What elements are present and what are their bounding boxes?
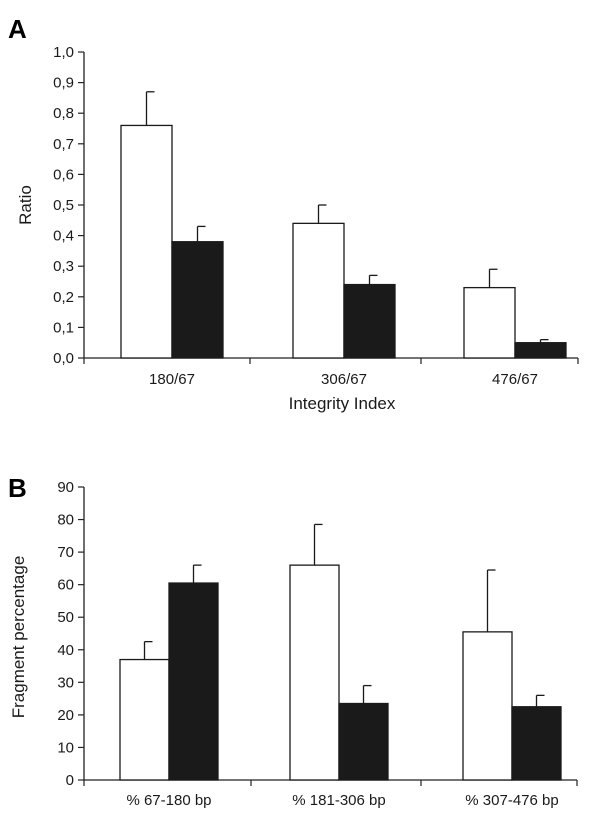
panel-b-y-tick-label: 10 xyxy=(57,739,74,756)
panel-a-y-tick-label: 0,0 xyxy=(53,350,74,367)
panel-a-bar xyxy=(514,342,567,359)
panel-b-letter: B xyxy=(8,473,27,503)
panel-a-y-axis-title: Ratio xyxy=(16,185,35,225)
panel-b-y-tick-label: 0 xyxy=(66,772,74,789)
panel-a-y-tick-label: 1,0 xyxy=(53,44,74,61)
panel-b-bar xyxy=(289,564,340,781)
panel-b-y-tick-label: 50 xyxy=(57,609,74,626)
panel-a-x-tick-label: 306/67 xyxy=(321,371,367,388)
panel-a-y-tick-label: 0,5 xyxy=(53,197,74,214)
panel-a-bar xyxy=(292,222,345,359)
panel-a-y-tick-label: 0,6 xyxy=(53,166,74,183)
panel-a-y-tick-label: 0,8 xyxy=(53,105,74,122)
panel-b-y-tick-label: 60 xyxy=(57,577,74,594)
panel-a-y-tick-label: 0,1 xyxy=(53,319,74,336)
panel-a-x-axis-title: Integrity Index xyxy=(289,394,396,413)
panel-a-y-tick-label: 0,7 xyxy=(53,136,74,153)
panel-b-y-tick-label: 30 xyxy=(57,674,74,691)
panel-b-bar xyxy=(119,658,170,781)
panel-b-plot-area: 0 10 20 30 40 50 60 70 80 90 % 67-180 bp % 181-306 … xyxy=(57,479,578,809)
panel-a-bar xyxy=(463,286,516,359)
panel-b-y-tick-label: 40 xyxy=(57,642,74,659)
panel-b-x-tick-label: % 67-180 bp xyxy=(126,792,211,809)
panel-b-bar xyxy=(338,702,389,781)
panel-a-y-tick-label: 0,3 xyxy=(53,258,74,275)
panel-b-y-tick-label: 90 xyxy=(57,479,74,496)
panel-a-x-tick-label: 476/67 xyxy=(492,371,538,388)
panel-a-y-tick-label: 0,2 xyxy=(53,289,74,306)
panel-b: B Fragment percentage 0 10 20 30 40 50 60 70 80 9… xyxy=(8,473,578,809)
panel-b-y-tick-label: 20 xyxy=(57,707,74,724)
panel-a-y-tick-label: 0,9 xyxy=(53,75,74,92)
panel-a-y-tick-label: 0,4 xyxy=(53,228,74,245)
panel-b-bar xyxy=(511,706,562,781)
panel-a-letter: A xyxy=(8,14,27,44)
panel-b-x-tick-label: % 181-306 bp xyxy=(292,792,385,809)
panel-a-bar xyxy=(120,124,173,359)
panel-b-y-axis-title: Fragment percentage xyxy=(9,556,28,719)
panel-a-x-tick-label: 180/67 xyxy=(149,371,195,388)
panel-a-bar xyxy=(171,241,224,359)
panel-a-bar xyxy=(343,283,396,359)
panel-b-bar xyxy=(168,582,219,781)
panel-b-y-tick-label: 80 xyxy=(57,512,74,529)
panel-b-x-tick-label: % 307-476 bp xyxy=(465,792,558,809)
panel-a: A Ratio Integrity Index 0,00,10,20,30,40… xyxy=(8,14,579,413)
panel-b-y-tick-label: 70 xyxy=(57,544,74,561)
panel-a-plot-area: 0,0 0,1 0,2 0,3 0,4 0,5 0,6 0,7 0,8 0,9 1,0 180/67 3… xyxy=(53,44,579,388)
panel-b-bar xyxy=(462,631,513,781)
